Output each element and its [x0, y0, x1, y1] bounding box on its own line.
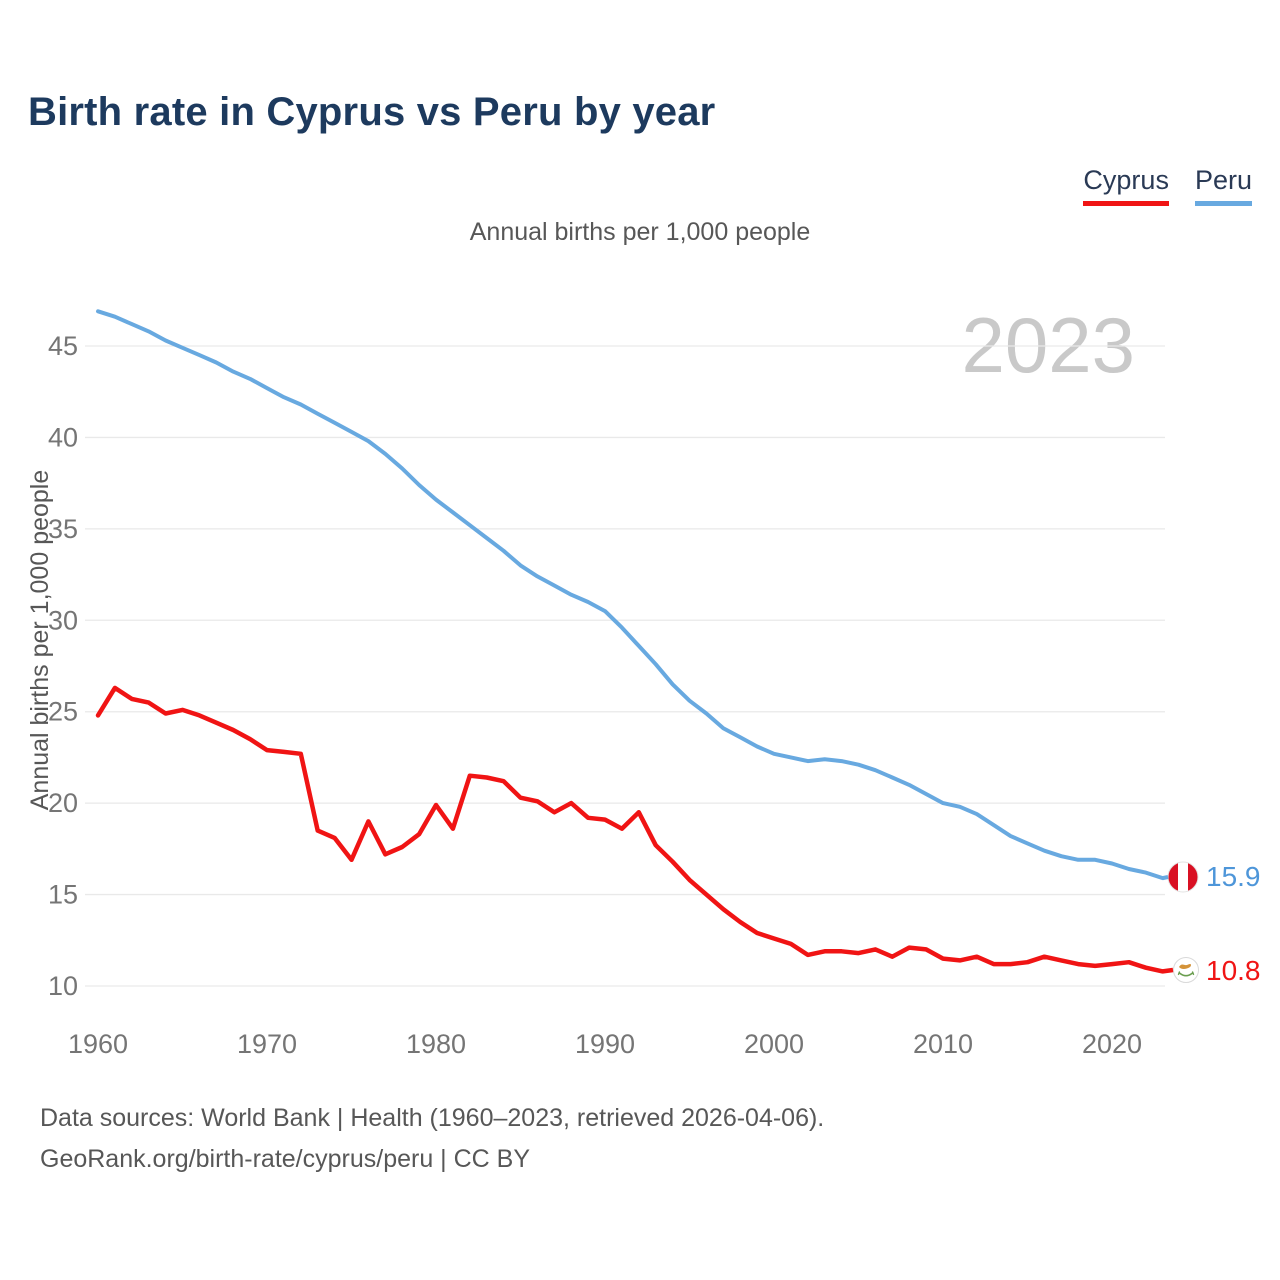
y-axis-ticks: 10 15 20 25 30 35 40 45	[48, 331, 78, 1001]
footer-source-line: Data sources: World Bank | Health (1960–…	[40, 1104, 825, 1132]
x-tick-2010: 2010	[913, 1029, 973, 1059]
cyprus-line-stub	[1162, 967, 1174, 974]
x-tick-1990: 1990	[575, 1029, 635, 1059]
x-tick-1970: 1970	[237, 1029, 297, 1059]
x-tick-2000: 2000	[744, 1029, 804, 1059]
y-axis-title: Annual births per 1,000 people	[26, 470, 54, 811]
y-tick-15: 15	[48, 880, 78, 910]
peru-flag-icon	[1167, 861, 1199, 893]
y-tick-35: 35	[48, 514, 78, 544]
y-tick-25: 25	[48, 697, 78, 727]
footer: Data sources: World Bank | Health (1960–…	[40, 1098, 824, 1180]
peru-line-stub	[1162, 875, 1169, 881]
x-tick-2020: 2020	[1082, 1029, 1142, 1059]
peru-end-value: 15.9	[1206, 861, 1261, 892]
chart-subtitle: Annual births per 1,000 people	[469, 218, 811, 246]
legend-item-peru[interactable]: Peru	[1194, 165, 1252, 206]
cyprus-end-value: 10.8	[1206, 955, 1261, 986]
x-tick-1960: 1960	[68, 1029, 128, 1059]
cyprus-island-shape	[1179, 963, 1192, 969]
cyprus-flag-icon	[1173, 957, 1199, 983]
legend: Cyprus Peru	[1083, 165, 1252, 206]
gridlines	[85, 345, 1165, 987]
watermark-year: 2023	[961, 301, 1135, 389]
cyprus-wreath-shape	[1179, 972, 1193, 977]
footer-attribution-line: GeoRank.org/birth-rate/cyprus/peru | CC …	[40, 1145, 531, 1173]
y-tick-45: 45	[48, 331, 78, 361]
peru-line[interactable]	[96, 309, 1165, 881]
legend-item-cyprus[interactable]: Cyprus	[1083, 165, 1169, 206]
y-tick-40: 40	[48, 422, 78, 452]
y-tick-20: 20	[48, 788, 78, 818]
x-tick-1980: 1980	[406, 1029, 466, 1059]
cyprus-line[interactable]	[95, 685, 1165, 974]
y-tick-30: 30	[48, 605, 78, 635]
y-tick-10: 10	[48, 971, 78, 1001]
x-axis-ticks: 1960 1970 1980 1990 2000 2010 2020	[68, 1029, 1142, 1059]
page-title: Birth rate in Cyprus vs Peru by year	[28, 90, 716, 134]
